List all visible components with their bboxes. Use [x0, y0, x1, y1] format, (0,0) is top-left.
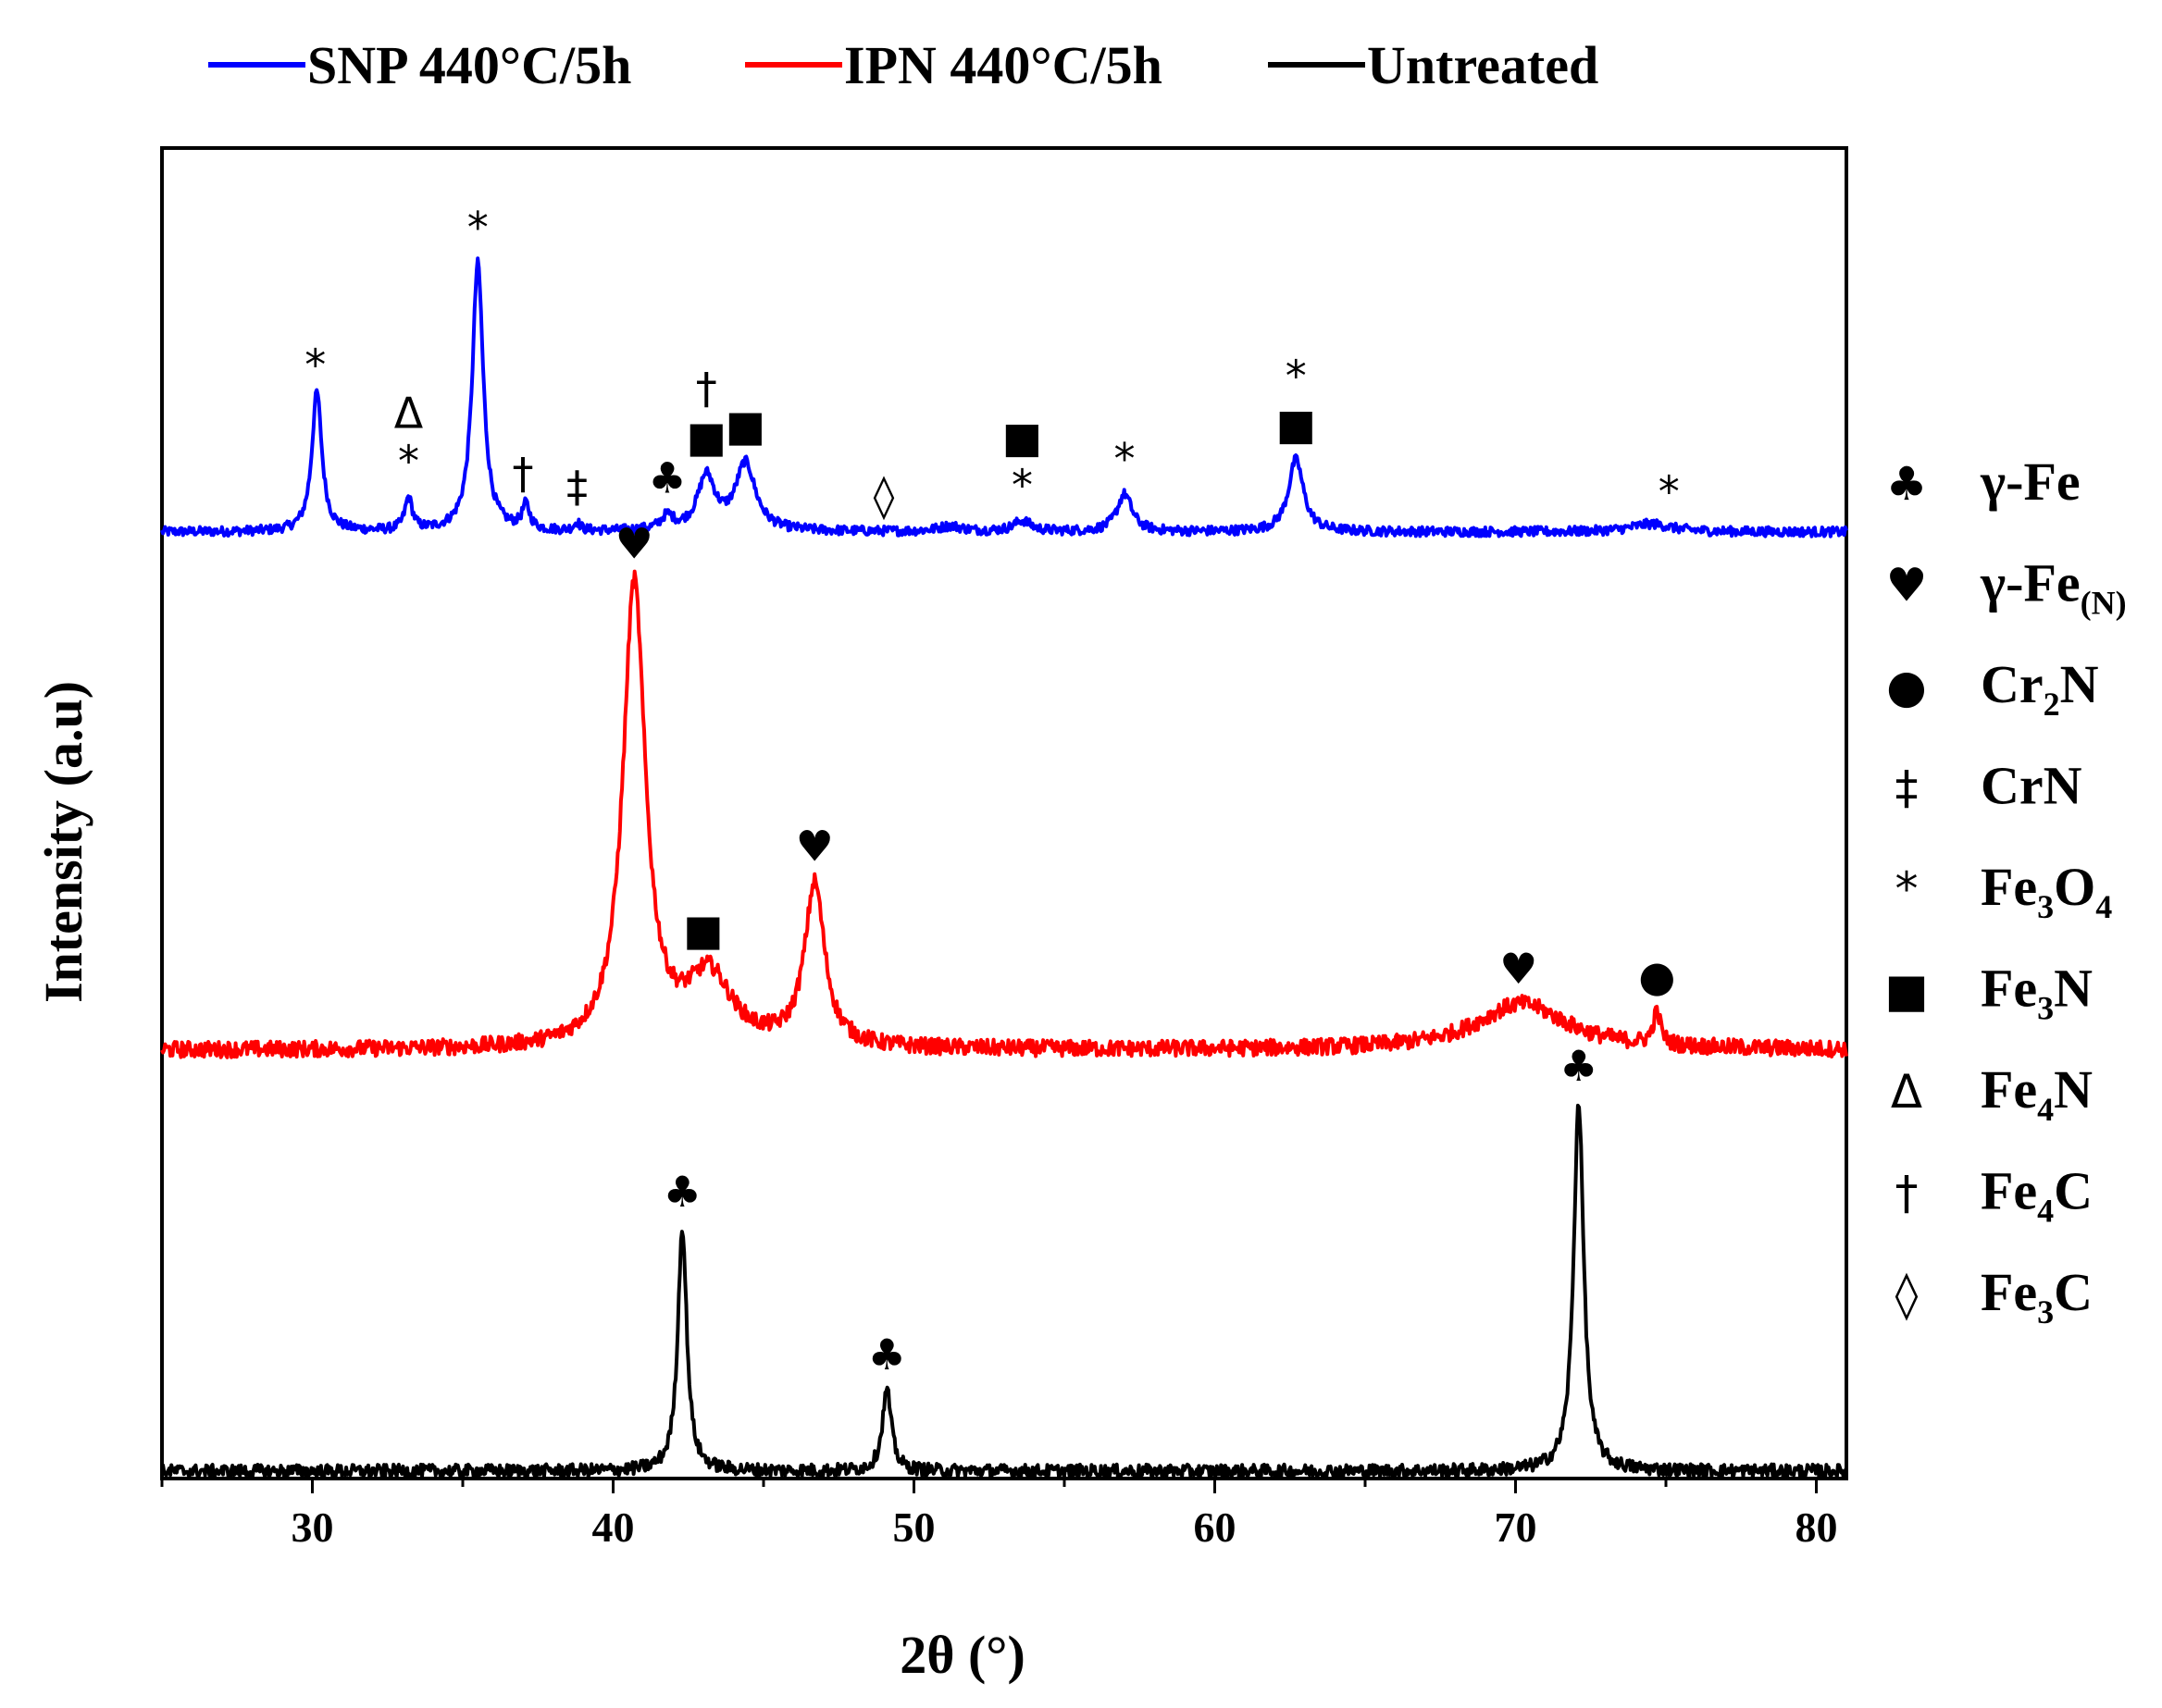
- phase-symbol: ■: [1884, 964, 1928, 1018]
- phase-label: Fe3N: [1981, 959, 2093, 1027]
- y-axis-title: Intensity (a.u): [33, 681, 93, 1003]
- phase-symbol: ‡: [1895, 761, 1919, 815]
- peak-marker: ■: [1276, 399, 1316, 449]
- phase-symbol: ◊: [1895, 1268, 1919, 1321]
- peak-marker: Δ: [394, 389, 424, 439]
- peak-marker: ♣: [664, 1167, 702, 1217]
- series-line-untreated: [160, 1103, 1848, 1479]
- legend: SNP 440°C/5h IPN 440°C/5h Untreated: [208, 35, 1598, 95]
- peak-marker: ■: [683, 905, 723, 955]
- legend-label: Untreated: [1367, 35, 1598, 95]
- peak-marker: *: [467, 203, 489, 253]
- x-tick-label: 50: [893, 1504, 936, 1551]
- peak-marker: ●: [1638, 951, 1675, 1001]
- series-line-ipn: [160, 569, 1848, 1059]
- phase-label: γ-Fe: [1980, 452, 2081, 512]
- peak-marker: ‡: [566, 462, 588, 512]
- x-axis: 30 40 50 60 70 80: [160, 1479, 1838, 1551]
- legend-label: SNP 440°C/5h: [307, 35, 631, 95]
- peak-marker: †: [513, 449, 534, 499]
- x-tick-label: 70: [1495, 1504, 1537, 1551]
- peak-markers: *Δ**† ‡ ♣†■■◊■***■*♥■♥♥ ●♣♣♣: [304, 203, 1679, 1380]
- phase-symbol: †: [1895, 1167, 1919, 1220]
- peak-marker: ■: [1002, 413, 1042, 463]
- peak-marker: ■: [726, 401, 765, 451]
- series-line-snp: [160, 256, 1848, 538]
- peak-marker: ♣: [1559, 1041, 1597, 1091]
- peak-marker: *: [304, 340, 326, 390]
- peak-marker: *: [1659, 466, 1680, 516]
- phase-label: Fe4N: [1981, 1059, 2093, 1128]
- peak-marker: *: [1286, 351, 1307, 401]
- x-tick-label: 80: [1795, 1504, 1838, 1551]
- peak-marker: ♣: [868, 1330, 906, 1380]
- phase-label: Fe3O4: [1981, 857, 2112, 925]
- phase-label: γ-Fe(N): [1980, 553, 2127, 622]
- x-tick-label: 40: [592, 1504, 635, 1551]
- peak-marker: ♥: [1499, 944, 1537, 994]
- phase-symbol: ●: [1886, 660, 1927, 713]
- peak-marker: ◊: [874, 471, 895, 521]
- x-axis-title: 2θ (°): [900, 1625, 1025, 1685]
- phase-label: Fe4C: [1981, 1161, 2093, 1230]
- peak-marker: *: [1114, 434, 1136, 484]
- peak-marker: ■: [687, 412, 727, 462]
- peak-marker: ♣: [648, 452, 686, 502]
- legend-label: IPN 440°C/5h: [844, 35, 1162, 95]
- x-tick-label: 30: [292, 1504, 334, 1551]
- peak-marker: ♥: [615, 518, 653, 568]
- phase-label: CrN: [1981, 756, 2082, 816]
- peak-marker: ♥: [796, 821, 834, 871]
- peak-marker: *: [1012, 461, 1033, 511]
- phase-symbol: Δ: [1891, 1065, 1922, 1119]
- peak-marker: *: [398, 437, 419, 487]
- x-tick-label: 60: [1194, 1504, 1236, 1551]
- plot-frame: [160, 146, 1848, 1480]
- phase-label: Fe3C: [1981, 1262, 2093, 1331]
- curves: [160, 256, 1848, 1479]
- phase-symbol: *: [1895, 862, 1919, 916]
- phase-key: ♣ γ-Fe ♥ γ-Fe(N) ● Cr2N ‡ CrN * Fe3O4 ■ Fe3N Δ Fe4N † F…: [1884, 452, 2126, 1331]
- phase-symbol: ♥: [1886, 559, 1928, 613]
- peak-marker: †: [696, 364, 717, 414]
- phase-label: Cr2N: [1981, 654, 2099, 723]
- phase-symbol: ♣: [1886, 457, 1928, 511]
